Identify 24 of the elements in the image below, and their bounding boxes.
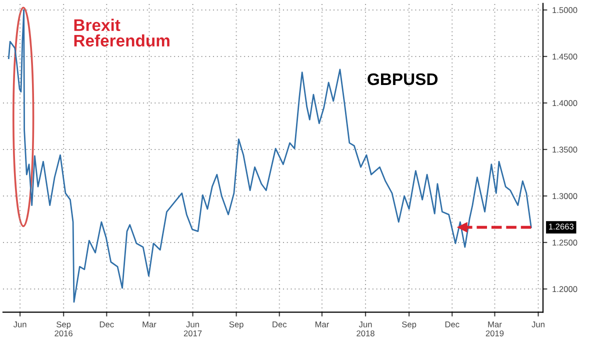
y-tick-label: 1.5000 [552,7,578,14]
x-tick-label: Dec [272,322,287,328]
x-tick-label: Mar [142,322,156,328]
x-tick-label: Jun [13,322,26,328]
y-tick-label: 1.4000 [552,100,578,106]
y-tick-label: 1.3000 [552,193,578,200]
annotation: Brexit Referendum [74,18,170,47]
x-tick-label: Jun 2018 [356,322,374,336]
x-tick-label: Sep [402,321,416,330]
annotation: GBPUSD [368,73,438,86]
line-series [8,9,532,303]
x-tick-label: Mar 2019 [486,322,504,336]
y-tick-label: 1.4500 [552,54,578,60]
annotation: 1.2663 [549,224,574,230]
x-tick-label: Sep [229,321,244,330]
y-tick-label: 1.3500 [552,146,578,153]
y-tick-label: 1.2500 [552,240,578,246]
x-tick-label: Jun 2017 [184,322,202,336]
x-tick-label: Mar [315,322,330,328]
x-tick-label: Dec [100,322,114,328]
y-tick-label: 1.2000 [552,286,578,292]
x-tick-label: Dec [445,322,460,328]
x-tick-label: Sep 2016 [54,321,72,336]
x-tick-label: Jun [532,322,544,328]
